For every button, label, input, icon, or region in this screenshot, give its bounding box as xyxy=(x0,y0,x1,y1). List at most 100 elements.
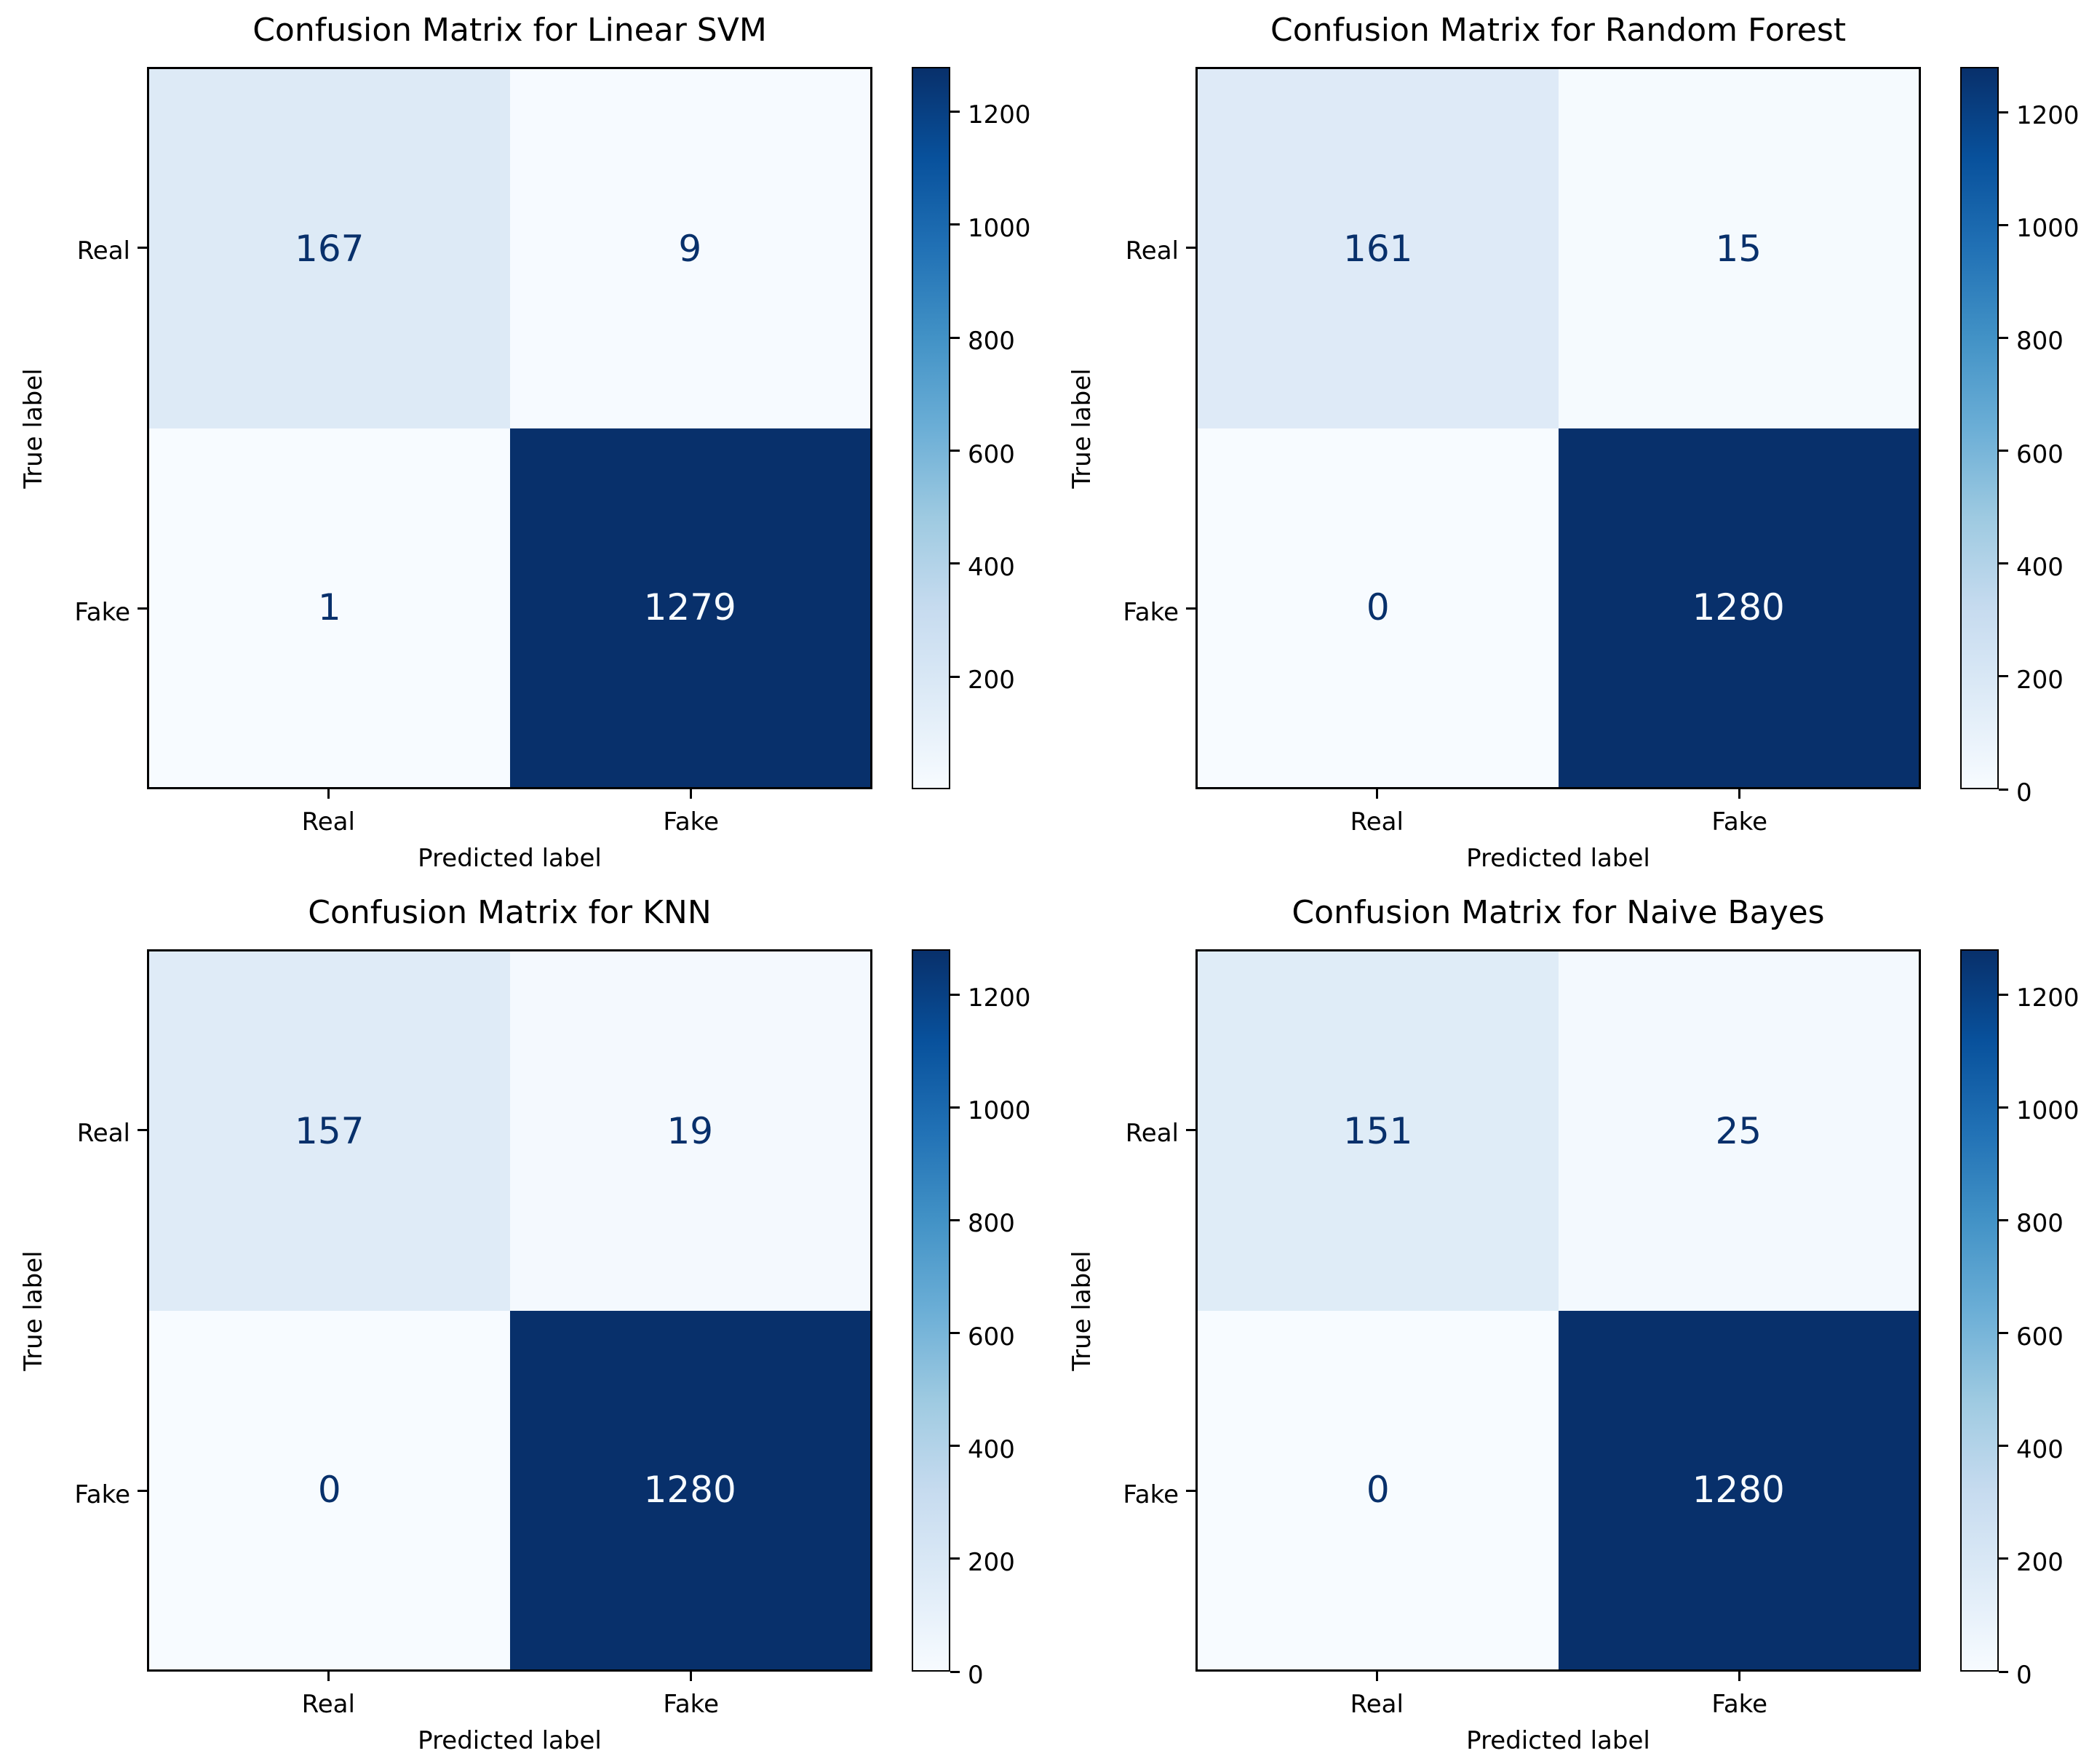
colorbar-tickmark-800 xyxy=(1999,336,2008,339)
cell-value: 161 xyxy=(1343,227,1413,270)
y-axis-label: True label xyxy=(19,367,48,489)
y-tickmark-real xyxy=(138,1128,147,1131)
cell-value: 1280 xyxy=(643,1469,736,1512)
cell-value: 167 xyxy=(295,227,365,270)
cell-true-real-pred-real: 151 xyxy=(1198,951,1559,1311)
heatmap-axes: 167 9 1 1279 xyxy=(147,67,872,789)
x-tick-label-real: Real xyxy=(301,1690,355,1719)
x-axis-label: Predicted label xyxy=(418,844,602,873)
subplot-confusion-matrix-for-linear-svm: Confusion Matrix for Linear SVM 167 9 1 1279… xyxy=(0,0,1048,882)
colorbar-tick-label-800: 800 xyxy=(2016,1209,2064,1239)
colorbar-tick-label-600: 600 xyxy=(968,1322,1015,1352)
x-tickmark-real xyxy=(1375,1672,1378,1681)
y-axis-label: True label xyxy=(19,1250,48,1371)
colorbar-tick-label-1200: 1200 xyxy=(968,100,1031,130)
y-tickmark-real xyxy=(1186,1128,1195,1131)
colorbar-tickmark-1200 xyxy=(950,110,960,113)
cell-value: 1 xyxy=(317,586,341,629)
cell-value: 15 xyxy=(1715,227,1762,270)
heatmap-axes: 157 19 0 1280 xyxy=(147,949,872,1672)
colorbar xyxy=(1960,67,1999,789)
colorbar-tickmark-800 xyxy=(950,1218,960,1221)
y-tick-label-fake: Fake xyxy=(74,1480,130,1509)
colorbar-tickmark-400 xyxy=(950,562,960,565)
cell-true-real-pred-real: 161 xyxy=(1198,69,1559,428)
colorbar-tick-label-200: 200 xyxy=(2016,1547,2064,1577)
cell-true-real-pred-fake: 9 xyxy=(509,69,870,428)
y-tick-label-real: Real xyxy=(1125,1119,1179,1149)
x-tickmark-real xyxy=(327,789,330,799)
subplot-confusion-matrix-for-random-forest: Confusion Matrix for Random Forest 161 15 0… xyxy=(1048,0,2097,882)
cell-value: 157 xyxy=(295,1109,365,1152)
colorbar-tickmark-800 xyxy=(950,336,960,339)
y-tick-label-fake: Fake xyxy=(74,597,130,627)
colorbar-tick-label-400: 400 xyxy=(968,1434,1015,1464)
colorbar-tickmark-800 xyxy=(1999,1218,2008,1221)
colorbar-tick-label-1000: 1000 xyxy=(2016,1096,2080,1126)
x-tickmark-real xyxy=(327,1672,330,1681)
cell-value: 1280 xyxy=(1692,1469,1785,1512)
colorbar xyxy=(912,67,950,789)
x-tick-label-real: Real xyxy=(1350,1690,1404,1719)
colorbar-tick-label-600: 600 xyxy=(968,439,1015,469)
x-tick-label-fake: Fake xyxy=(1711,1690,1768,1719)
heatmap-axes: 161 15 0 1280 xyxy=(1195,67,1921,789)
cell-value: 0 xyxy=(1366,1469,1390,1512)
x-axis-label: Predicted label xyxy=(1466,1726,1650,1755)
cell-value: 9 xyxy=(678,227,702,270)
colorbar-tick-label-1000: 1000 xyxy=(968,1096,1031,1126)
x-tick-label-real: Real xyxy=(301,807,355,837)
plot-title: Confusion Matrix for Naive Bayes xyxy=(1292,894,1825,931)
colorbar-tick-label-1200: 1200 xyxy=(2016,983,2080,1013)
x-tick-label-fake: Fake xyxy=(1711,807,1768,837)
y-tick-label-real: Real xyxy=(76,1119,130,1149)
colorbar-tickmark-1000 xyxy=(950,223,960,226)
x-tickmark-fake xyxy=(690,789,693,799)
subplot-confusion-matrix-for-knn: Confusion Matrix for KNN 157 19 0 1280 Real Fa… xyxy=(0,882,1048,1764)
cell-value: 19 xyxy=(666,1109,714,1152)
colorbar-tickmark-1000 xyxy=(1999,1106,2008,1109)
colorbar-tick-label-1200: 1200 xyxy=(2016,101,2080,131)
cell-true-real-pred-fake: 25 xyxy=(1558,951,1919,1311)
colorbar-tickmark-200 xyxy=(950,675,960,678)
cell-value: 25 xyxy=(1715,1109,1762,1152)
colorbar-tickmark-200 xyxy=(1999,675,2008,678)
colorbar-tickmark-1200 xyxy=(950,993,960,996)
x-tickmark-real xyxy=(1375,789,1378,799)
cell-true-fake-pred-real: 0 xyxy=(149,1310,510,1669)
y-tickmark-fake xyxy=(138,607,147,610)
colorbar-tick-label-200: 200 xyxy=(968,666,1015,695)
y-tick-label-fake: Fake xyxy=(1123,1480,1179,1509)
colorbar-tickmark-1200 xyxy=(1999,111,2008,113)
cell-true-fake-pred-fake: 1280 xyxy=(509,1310,870,1669)
cell-true-real-pred-fake: 15 xyxy=(1558,69,1919,428)
cell-true-real-pred-fake: 19 xyxy=(509,951,870,1311)
cell-true-fake-pred-real: 0 xyxy=(1198,1310,1559,1669)
colorbar-tick-label-1000: 1000 xyxy=(2016,214,2080,244)
colorbar-tickmark-600 xyxy=(1999,1332,2008,1335)
cell-true-fake-pred-fake: 1280 xyxy=(1558,1310,1919,1669)
x-tick-label-fake: Fake xyxy=(663,807,720,837)
cell-true-real-pred-real: 167 xyxy=(149,69,510,428)
cell-value: 0 xyxy=(317,1469,341,1512)
colorbar-tick-label-400: 400 xyxy=(2016,552,2064,582)
colorbar-tick-label-800: 800 xyxy=(2016,327,2064,356)
y-axis-label: True label xyxy=(1067,367,1097,489)
colorbar xyxy=(1960,949,1999,1672)
colorbar-tick-label-200: 200 xyxy=(2016,665,2064,695)
colorbar-tick-label-600: 600 xyxy=(2016,1322,2064,1352)
plot-title: Confusion Matrix for Random Forest xyxy=(1270,12,1847,49)
cell-value: 1279 xyxy=(643,586,736,629)
y-tick-label-real: Real xyxy=(76,236,130,266)
colorbar-tickmark-1000 xyxy=(950,1106,960,1109)
y-tickmark-fake xyxy=(138,1490,147,1493)
plot-title: Confusion Matrix for Linear SVM xyxy=(252,12,767,49)
cell-value: 151 xyxy=(1343,1109,1413,1152)
x-axis-label: Predicted label xyxy=(418,1726,602,1755)
cell-true-fake-pred-fake: 1280 xyxy=(1558,428,1919,787)
cell-true-fake-pred-real: 1 xyxy=(149,428,510,787)
x-tick-label-real: Real xyxy=(1350,807,1404,837)
y-tickmark-fake xyxy=(1186,1490,1195,1493)
y-tick-label-fake: Fake xyxy=(1123,597,1179,627)
